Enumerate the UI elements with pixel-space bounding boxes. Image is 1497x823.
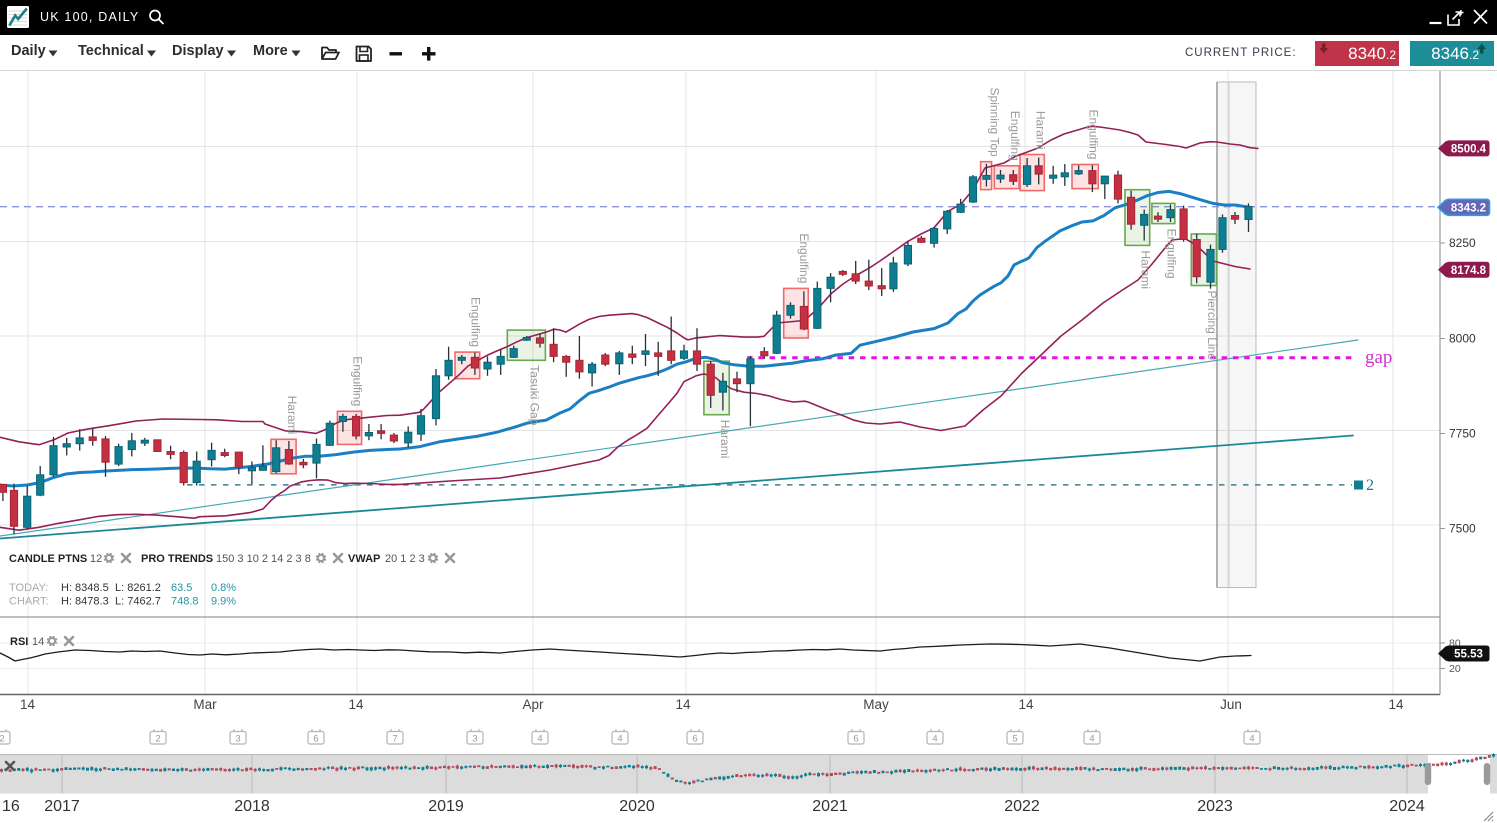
svg-text:2019: 2019 xyxy=(428,798,464,815)
svg-text:Spinning Top: Spinning Top xyxy=(987,88,1001,157)
svg-text:L: 7462.7: L: 7462.7 xyxy=(115,596,161,608)
svg-text:14: 14 xyxy=(32,636,44,648)
svg-text:Display: Display xyxy=(172,43,224,59)
svg-text:8250: 8250 xyxy=(1449,236,1476,250)
svg-text:2017: 2017 xyxy=(44,798,80,815)
svg-text:748.8: 748.8 xyxy=(171,596,199,608)
svg-text:gap: gap xyxy=(1365,347,1392,368)
svg-text:14: 14 xyxy=(20,697,36,712)
svg-text:H: 8348.5: H: 8348.5 xyxy=(61,582,109,594)
svg-text:6: 6 xyxy=(692,734,697,745)
svg-text:5: 5 xyxy=(1012,734,1017,745)
svg-text:Tasuki Gap: Tasuki Gap xyxy=(528,365,542,425)
svg-text:8340.2: 8340.2 xyxy=(1348,44,1396,63)
svg-text:14: 14 xyxy=(1388,697,1404,712)
svg-text:3: 3 xyxy=(472,734,477,745)
svg-text:TODAY:: TODAY: xyxy=(9,582,48,594)
svg-text:3: 3 xyxy=(235,734,240,745)
svg-text:8500.4: 8500.4 xyxy=(1451,143,1487,155)
svg-text:Mar: Mar xyxy=(193,697,217,712)
svg-text:4: 4 xyxy=(617,734,622,745)
svg-text:2: 2 xyxy=(1366,477,1374,494)
svg-text:4: 4 xyxy=(932,734,937,745)
svg-text:Engulfing: Engulfing xyxy=(1008,111,1022,161)
svg-text:Engulfing: Engulfing xyxy=(469,297,483,347)
svg-text:4: 4 xyxy=(1089,734,1094,745)
svg-text:Harami: Harami xyxy=(1139,250,1153,289)
svg-text:Piercing Line: Piercing Line xyxy=(1205,291,1219,361)
svg-text:2018: 2018 xyxy=(234,798,270,815)
svg-text:14: 14 xyxy=(675,697,691,712)
svg-text:8174.8: 8174.8 xyxy=(1451,265,1487,277)
svg-text:Jun: Jun xyxy=(1220,697,1242,712)
svg-text:Engulfing: Engulfing xyxy=(797,233,811,283)
svg-text:7: 7 xyxy=(392,734,397,745)
svg-text:Engulfing: Engulfing xyxy=(351,356,365,406)
svg-text:6: 6 xyxy=(853,734,858,745)
svg-text:8343.2: 8343.2 xyxy=(1451,202,1486,214)
svg-text:14: 14 xyxy=(348,697,364,712)
svg-text:2024: 2024 xyxy=(1389,798,1425,815)
svg-text:Technical: Technical xyxy=(78,43,144,59)
svg-text:May: May xyxy=(863,697,889,712)
svg-text:2021: 2021 xyxy=(812,798,848,815)
svg-text:0.8%: 0.8% xyxy=(211,582,236,594)
svg-text:80: 80 xyxy=(1449,638,1461,650)
svg-text:2020: 2020 xyxy=(619,798,655,815)
svg-text:2: 2 xyxy=(0,734,5,745)
svg-text:Harami: Harami xyxy=(718,420,732,459)
svg-text:H: 8478.3: H: 8478.3 xyxy=(61,596,109,608)
svg-text:Harami: Harami xyxy=(1033,111,1047,150)
svg-text:CANDLE PTNS: CANDLE PTNS xyxy=(9,553,87,565)
svg-text:6: 6 xyxy=(313,734,318,745)
svg-text:4: 4 xyxy=(537,734,542,745)
svg-text:7500: 7500 xyxy=(1449,522,1476,536)
svg-text:VWAP: VWAP xyxy=(348,553,380,565)
svg-text:PRO TRENDS: PRO TRENDS xyxy=(141,553,213,565)
svg-text:Daily: Daily xyxy=(11,43,46,59)
svg-text:150 3 10 2 14 2 3 8: 150 3 10 2 14 2 3 8 xyxy=(216,553,311,565)
svg-text:20 1 2 3: 20 1 2 3 xyxy=(385,553,425,565)
svg-text:Engulfing: Engulfing xyxy=(1165,229,1179,279)
svg-text:16: 16 xyxy=(2,798,20,815)
svg-text:55.53: 55.53 xyxy=(1454,649,1483,661)
svg-text:7750: 7750 xyxy=(1449,427,1476,441)
svg-text:RSI: RSI xyxy=(10,636,28,648)
svg-text:Apr: Apr xyxy=(522,697,544,712)
svg-text:12: 12 xyxy=(90,553,102,565)
svg-text:2: 2 xyxy=(155,734,160,745)
svg-text:14: 14 xyxy=(1018,697,1034,712)
svg-text:20: 20 xyxy=(1449,663,1461,675)
svg-text:Engulfing: Engulfing xyxy=(1086,109,1100,159)
svg-text:L: 8261.2: L: 8261.2 xyxy=(115,582,161,594)
svg-text:More: More xyxy=(253,43,288,59)
svg-text:CHART:: CHART: xyxy=(9,596,49,608)
svg-text:8346.2: 8346.2 xyxy=(1431,44,1479,63)
svg-text:9.9%: 9.9% xyxy=(211,596,236,608)
svg-text:2023: 2023 xyxy=(1197,798,1233,815)
svg-text:63.5: 63.5 xyxy=(171,582,192,594)
svg-text:2022: 2022 xyxy=(1004,798,1040,815)
svg-text:8000: 8000 xyxy=(1449,332,1476,346)
svg-text:4: 4 xyxy=(1249,734,1254,745)
svg-text:Harami: Harami xyxy=(285,396,299,435)
